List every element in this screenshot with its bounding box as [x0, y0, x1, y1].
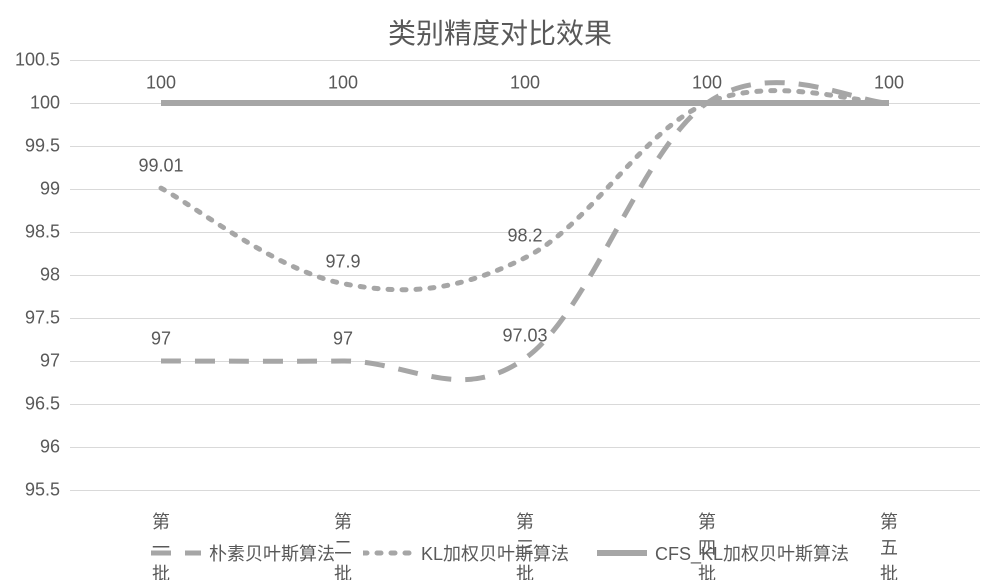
data-label: 100 [328, 73, 358, 94]
legend-swatch [363, 547, 413, 559]
legend-label: 朴素贝叶斯算法 [209, 540, 335, 566]
data-label: 99.01 [138, 156, 183, 177]
legend: 朴素贝叶斯算法 KL加权贝叶斯算法 CFS_KL加权贝叶斯算法 [0, 540, 1000, 566]
data-label: 98.2 [507, 225, 542, 246]
data-label: 97.9 [325, 251, 360, 272]
series-line [161, 91, 889, 290]
data-label: 100 [874, 73, 904, 94]
data-label: 97.03 [502, 326, 547, 347]
data-label: 100 [692, 73, 722, 94]
data-label: 100 [146, 73, 176, 94]
legend-item: 朴素贝叶斯算法 [151, 540, 335, 566]
legend-item: KL加权贝叶斯算法 [363, 540, 569, 566]
legend-item: CFS_KL加权贝叶斯算法 [597, 540, 849, 566]
data-label: 97 [151, 329, 171, 350]
data-label: 97 [333, 329, 353, 350]
legend-label: KL加权贝叶斯算法 [421, 540, 569, 566]
legend-label: CFS_KL加权贝叶斯算法 [655, 540, 849, 566]
data-label: 100 [510, 73, 540, 94]
legend-swatch [151, 547, 201, 559]
chart-container: 类别精度对比效果 95.59696.59797.59898.59999.5100… [0, 0, 1000, 580]
legend-swatch [597, 547, 647, 559]
